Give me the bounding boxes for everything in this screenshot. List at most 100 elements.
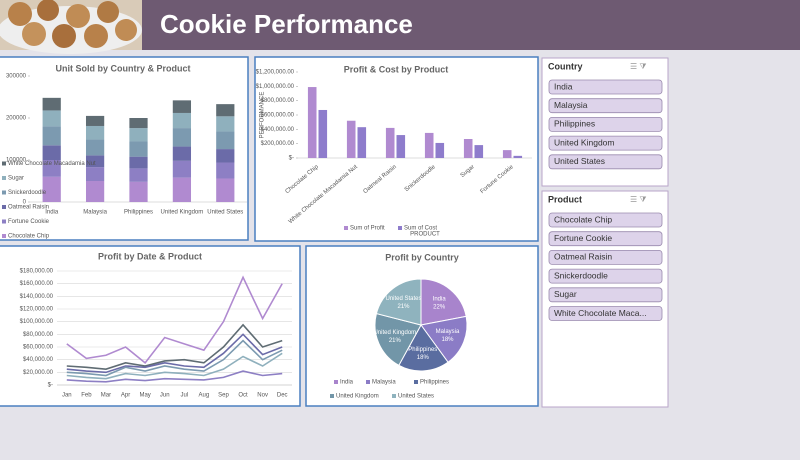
x-tick-label: Jan bbox=[62, 393, 72, 399]
bar-segment bbox=[85, 181, 105, 202]
bar-segment bbox=[172, 128, 192, 147]
x-tick-label: Dec bbox=[277, 393, 288, 399]
y-tick-label: $160,000.00 bbox=[20, 281, 54, 287]
bar-segment bbox=[216, 104, 235, 117]
bar-segment bbox=[216, 178, 235, 202]
panel bbox=[0, 56, 249, 241]
pie-label: Malaysia bbox=[436, 329, 460, 335]
slicer-item[interactable]: Fortune Cookie bbox=[554, 233, 612, 243]
x-axis-title: PRODUCT bbox=[410, 232, 440, 238]
line-series bbox=[66, 370, 283, 383]
x-tick-label: Oct bbox=[238, 393, 248, 399]
slicer-item[interactable]: Snickerdoodle bbox=[554, 270, 608, 280]
legend-swatch bbox=[414, 380, 418, 384]
bar bbox=[307, 87, 317, 158]
slicer-item[interactable]: United States bbox=[554, 156, 605, 166]
x-tick-label: Philippines bbox=[124, 210, 153, 216]
slicer-button[interactable] bbox=[548, 231, 663, 247]
bar bbox=[396, 135, 406, 158]
bar-segment bbox=[42, 110, 61, 127]
cookie-image bbox=[0, 0, 142, 54]
slicer-button[interactable] bbox=[548, 135, 663, 151]
slicer-title: Product bbox=[548, 194, 582, 204]
y-tick-label: $140,000.00 bbox=[20, 294, 54, 300]
y-axis-title: PERFORMANCE bbox=[260, 92, 266, 139]
x-tick-label: United Kingdom bbox=[161, 210, 204, 216]
x-tick-label: Apr bbox=[121, 393, 130, 399]
line-series bbox=[66, 339, 283, 377]
legend-label: Sugar bbox=[8, 176, 24, 182]
y-tick-label: 300000 bbox=[6, 74, 27, 80]
x-tick-label: Feb bbox=[81, 393, 92, 399]
slicer-item[interactable]: Sugar bbox=[554, 289, 577, 299]
x-tick-label: India bbox=[45, 210, 59, 216]
pie-value-label: 18% bbox=[442, 337, 455, 343]
slicer-item[interactable]: United Kingdom bbox=[554, 137, 614, 147]
slicer-button[interactable] bbox=[548, 79, 663, 95]
bar-segment bbox=[85, 155, 105, 168]
pie-value-label: 21% bbox=[398, 304, 411, 310]
legend-label: Oatmeal Raisin bbox=[8, 205, 49, 211]
pie-slice bbox=[374, 312, 422, 366]
bar-segment bbox=[129, 156, 148, 169]
pie-value-label: 22% bbox=[433, 305, 446, 311]
pie-slice bbox=[420, 315, 468, 363]
legend-swatch bbox=[330, 394, 334, 398]
bar-segment bbox=[42, 97, 61, 111]
y-tick-label: $20,000.00 bbox=[23, 370, 54, 376]
pie-value-label: 21% bbox=[389, 338, 402, 344]
pie-label: United Kingdom bbox=[373, 330, 416, 336]
y-tick-label: $1,200,000.00 bbox=[256, 70, 295, 76]
legend-swatch bbox=[334, 380, 338, 384]
slicer-item[interactable]: White Chocolate Maca... bbox=[554, 308, 647, 318]
y-tick-label: 200000 bbox=[6, 116, 27, 122]
x-tick-label: United States bbox=[207, 210, 243, 216]
legend-label: Malaysia bbox=[372, 380, 396, 386]
bar-segment bbox=[216, 116, 235, 132]
bar bbox=[385, 127, 395, 158]
y-tick-label: 0 bbox=[23, 200, 27, 206]
bar bbox=[435, 142, 445, 158]
bar-segment bbox=[85, 125, 105, 140]
bar-segment bbox=[129, 141, 148, 157]
y-tick-label: $80,000.00 bbox=[23, 332, 54, 338]
x-tick-label: Jul bbox=[180, 393, 188, 399]
slicer-button[interactable] bbox=[548, 117, 663, 132]
bar-segment bbox=[42, 126, 61, 146]
slicer-item[interactable]: Philippines bbox=[554, 119, 595, 129]
slicer-item[interactable]: Chocolate Chip bbox=[554, 214, 612, 224]
slicer-button[interactable] bbox=[548, 268, 663, 284]
legend-label: Chocolate Chip bbox=[8, 234, 50, 240]
y-tick-label: 100000 bbox=[6, 158, 27, 164]
bar bbox=[318, 109, 328, 158]
x-tick-label: Sep bbox=[218, 393, 229, 399]
bar-segment bbox=[172, 160, 192, 178]
bar bbox=[502, 150, 512, 158]
slicer-button[interactable] bbox=[548, 98, 663, 114]
slicer-button[interactable] bbox=[548, 249, 663, 265]
slicer-button[interactable] bbox=[548, 287, 663, 303]
legend-swatch bbox=[2, 219, 6, 224]
bar-segment bbox=[42, 160, 61, 177]
slicer-title: Country bbox=[548, 61, 583, 71]
legend-swatch bbox=[2, 176, 6, 180]
bar-segment bbox=[85, 115, 105, 126]
pie-slice bbox=[375, 278, 422, 326]
slicer-button[interactable] bbox=[548, 306, 663, 321]
legend-swatch bbox=[2, 234, 6, 238]
legend-swatch bbox=[392, 394, 396, 398]
slicer-item[interactable]: India bbox=[554, 81, 573, 91]
legend-label: United States bbox=[398, 394, 434, 400]
bar-segment bbox=[172, 100, 192, 113]
y-tick-label: $200,000.00 bbox=[261, 141, 295, 147]
slicer-button[interactable] bbox=[548, 154, 663, 170]
slicer-button[interactable] bbox=[548, 212, 663, 228]
slicer-item[interactable]: Malaysia bbox=[554, 100, 588, 110]
bar-segment bbox=[216, 162, 235, 179]
x-tick-label: Nov bbox=[257, 393, 268, 399]
slicer-item[interactable]: Oatmeal Raisin bbox=[554, 252, 612, 262]
line-series bbox=[66, 275, 283, 364]
line-series bbox=[66, 323, 283, 370]
legend-swatch bbox=[398, 226, 402, 230]
pie-label: United States bbox=[386, 296, 422, 302]
